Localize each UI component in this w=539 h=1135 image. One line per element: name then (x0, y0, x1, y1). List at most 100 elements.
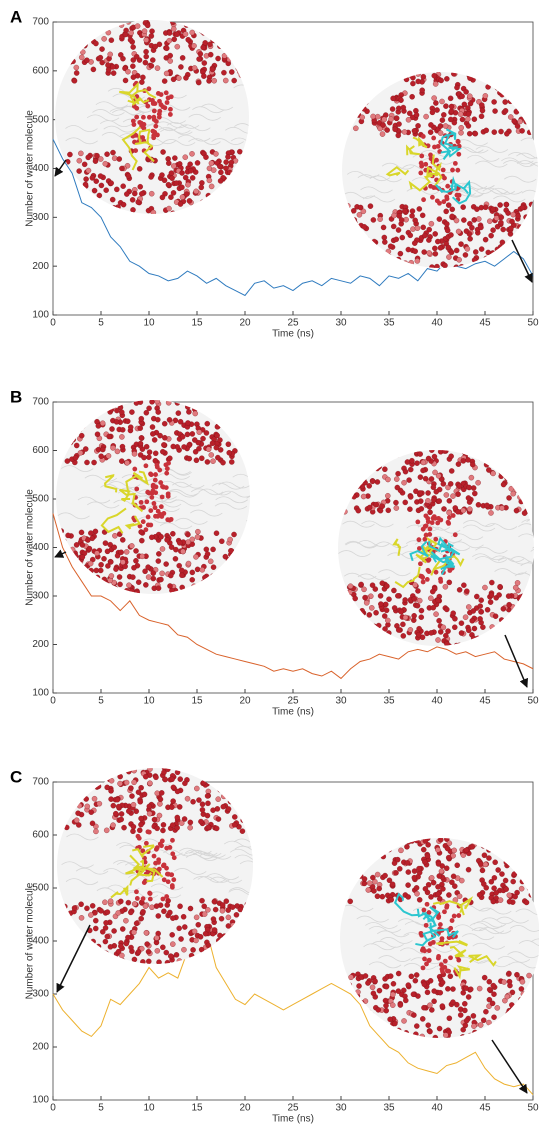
water (519, 73, 524, 78)
water (126, 900, 131, 905)
water (218, 37, 223, 42)
water (74, 930, 79, 935)
water (154, 847, 159, 852)
water (456, 152, 461, 157)
water (90, 955, 95, 960)
water (84, 796, 89, 801)
water (188, 825, 193, 830)
water (381, 854, 386, 859)
water (357, 642, 362, 647)
x-tick-label: 0 (50, 1103, 56, 1114)
water (69, 23, 74, 28)
water (139, 80, 144, 85)
water (389, 260, 394, 265)
water (213, 25, 218, 30)
water (81, 416, 86, 421)
water (59, 407, 64, 412)
water (211, 589, 216, 594)
water (165, 960, 170, 965)
water (243, 930, 248, 935)
water (349, 486, 354, 491)
water (210, 574, 215, 579)
water (53, 53, 58, 58)
water (342, 482, 347, 487)
water (66, 439, 71, 444)
water (180, 585, 185, 590)
water (503, 624, 508, 629)
water (370, 458, 375, 463)
water (125, 419, 130, 424)
water (485, 607, 490, 612)
water (440, 1003, 445, 1008)
water (525, 866, 530, 871)
x-tick-label: 40 (431, 696, 443, 707)
water (513, 477, 518, 482)
water (230, 905, 235, 910)
water (368, 80, 373, 85)
water (360, 628, 365, 633)
water (518, 842, 523, 847)
water (472, 117, 477, 122)
water (164, 561, 169, 566)
water (214, 207, 219, 212)
water (205, 960, 210, 965)
water (101, 950, 106, 955)
inset-content (338, 836, 539, 1041)
water (77, 168, 82, 173)
water (129, 793, 134, 798)
water (219, 916, 224, 921)
water (509, 859, 514, 864)
water (240, 559, 245, 564)
water (138, 822, 143, 827)
water (361, 93, 366, 98)
water (384, 608, 389, 613)
water (454, 643, 459, 648)
water (404, 77, 409, 82)
water (138, 441, 143, 446)
water (439, 78, 444, 83)
water (409, 458, 414, 463)
water (230, 583, 235, 588)
water (347, 848, 352, 853)
water (343, 233, 348, 238)
x-tick-label: 25 (287, 1103, 299, 1114)
water (225, 154, 230, 159)
water (346, 114, 351, 119)
water (207, 178, 212, 183)
water (497, 584, 502, 589)
water (358, 447, 363, 452)
water (347, 483, 352, 488)
water (161, 822, 166, 827)
water (220, 908, 225, 913)
water (128, 786, 133, 791)
water (401, 1018, 406, 1023)
water (153, 124, 158, 129)
water (237, 919, 242, 924)
x-tick-label: 30 (335, 696, 347, 707)
water (60, 912, 65, 917)
water (467, 221, 472, 226)
water (215, 34, 220, 39)
water (421, 197, 426, 202)
water (454, 218, 459, 223)
water (54, 30, 59, 35)
water (58, 190, 63, 195)
water (201, 30, 206, 35)
water (446, 892, 451, 897)
water (130, 207, 135, 212)
water (360, 640, 365, 645)
water (524, 119, 529, 124)
water (150, 431, 155, 436)
water (134, 487, 139, 492)
water (421, 908, 426, 913)
water (528, 882, 533, 887)
water (475, 636, 480, 641)
water (189, 953, 194, 958)
water (419, 164, 424, 169)
water (429, 875, 434, 880)
water (338, 855, 343, 860)
water (505, 994, 510, 999)
water (447, 498, 452, 503)
water (60, 912, 65, 917)
water (361, 106, 366, 111)
